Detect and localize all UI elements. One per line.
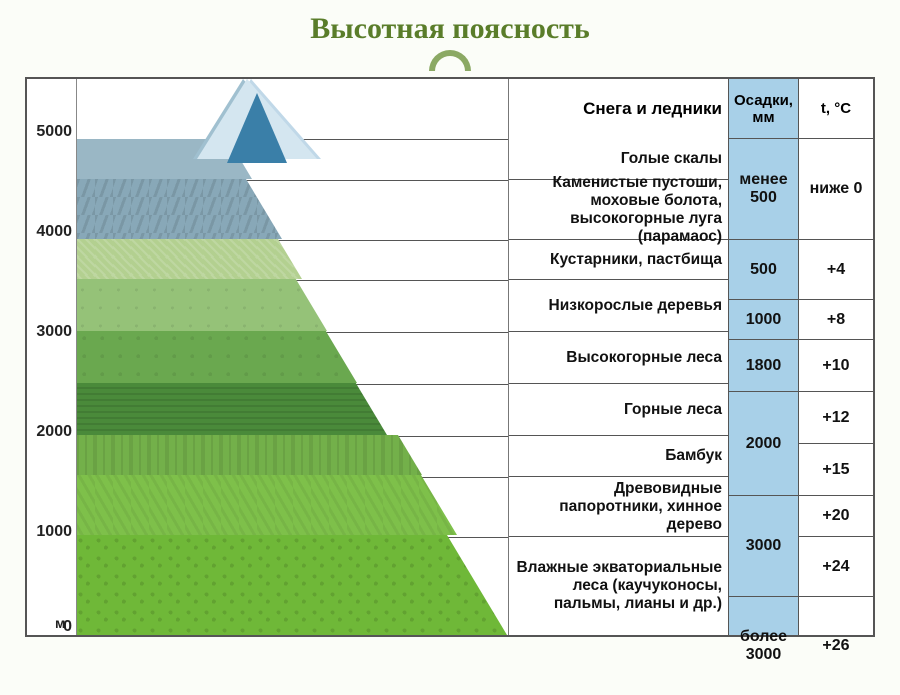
vegetation-layer — [77, 383, 387, 435]
vegetation-layer — [77, 331, 357, 383]
temp-row: +8 — [799, 300, 873, 340]
temperature-column: t, °C ниже 0+4+8+10+12+15+20+24+26 — [798, 79, 873, 635]
title-arc-icon — [429, 50, 471, 71]
zone-row: Высокогорные леса — [509, 332, 728, 384]
y-tick: 5000 — [36, 123, 72, 141]
zone-row: Древовидные папоротники, хинное дерево — [509, 477, 728, 537]
precip-row: 3000 — [729, 496, 798, 597]
temp-row: +10 — [799, 340, 873, 392]
temp-row: +26 — [799, 597, 873, 695]
zone-row: Кустарники, пастбища — [509, 240, 728, 280]
vegetation-layer — [77, 239, 302, 279]
zone-row: Горные леса — [509, 384, 728, 436]
temp-row: ниже 0 — [799, 139, 873, 240]
y-tick: 4000 — [36, 223, 72, 241]
temp-row: +12 — [799, 392, 873, 444]
mountain-graphic — [77, 79, 507, 635]
zone-row: Влажные экваториальные леса (каучуконосы… — [509, 537, 728, 635]
page-title: Высотная поясность — [0, 0, 900, 50]
data-columns: Снега и ледники Голые скалыКаменистые пу… — [508, 79, 873, 635]
zone-row: Бамбук — [509, 436, 728, 477]
temp-row: +20 — [799, 496, 873, 537]
precip-row: 500 — [729, 240, 798, 300]
zone-row: Низкорослые деревья — [509, 280, 728, 332]
precipitation-column: Осадки, мм менее 5005001000180020003000б… — [728, 79, 798, 635]
vegetation-layer — [77, 179, 282, 239]
vegetation-layer — [77, 435, 422, 475]
vegetation-layer — [77, 279, 327, 331]
precip-row: менее 500 — [729, 139, 798, 240]
y-tick: 3000 — [36, 323, 72, 341]
precip-row: более 3000 — [729, 597, 798, 695]
vegetation-layer — [77, 535, 507, 635]
temp-header: t, °C — [799, 79, 873, 139]
precip-row: 1800 — [729, 340, 798, 392]
y-axis: м 500040003000200010000 — [27, 79, 77, 635]
temp-row: +4 — [799, 240, 873, 300]
snow-peak-shadow — [227, 93, 287, 163]
temp-row: +15 — [799, 444, 873, 496]
precip-row: 1000 — [729, 300, 798, 340]
temp-row: +24 — [799, 537, 873, 597]
y-tick: 2000 — [36, 423, 72, 441]
zone-row: Каменистые пустоши, моховые болота, высо… — [509, 180, 728, 240]
vegetation-layer — [77, 475, 457, 535]
y-tick: 0 — [63, 618, 72, 636]
altitude-diagram: м 500040003000200010000 Снега и ледники … — [25, 77, 875, 637]
zone-label-column: Снега и ледники Голые скалыКаменистые пу… — [508, 79, 728, 635]
precip-row: 2000 — [729, 392, 798, 496]
y-tick: 1000 — [36, 523, 72, 541]
zone-top-label: Снега и ледники — [509, 79, 728, 139]
precip-header: Осадки, мм — [729, 79, 798, 139]
